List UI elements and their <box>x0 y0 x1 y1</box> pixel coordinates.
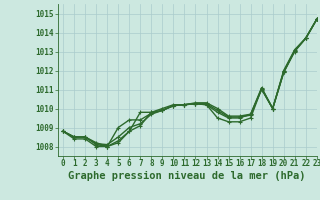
X-axis label: Graphe pression niveau de la mer (hPa): Graphe pression niveau de la mer (hPa) <box>68 171 306 181</box>
